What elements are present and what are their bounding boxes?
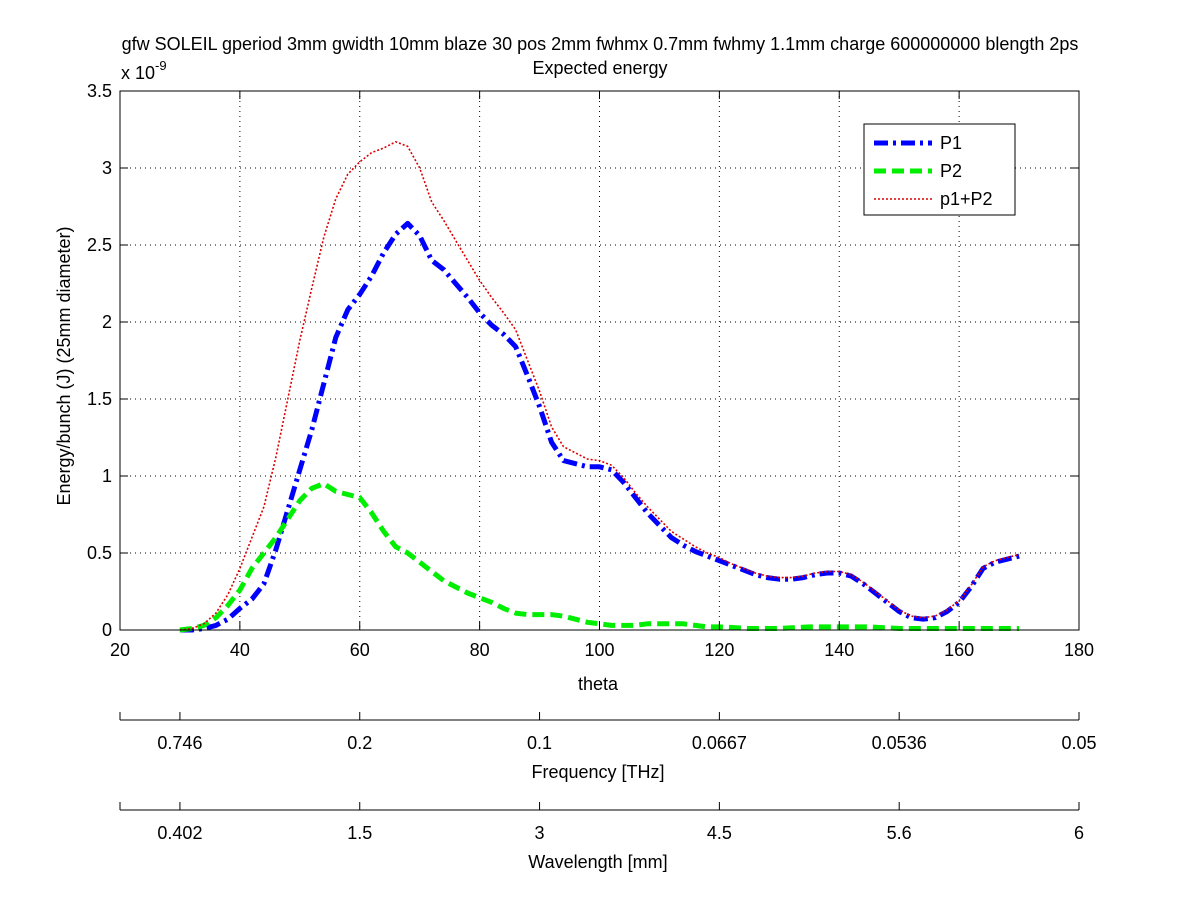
secondary-tick-label: 0.746 bbox=[157, 733, 202, 753]
y-exponent-label: x 10-9 bbox=[121, 58, 167, 83]
secondary-tick-label: 0.05 bbox=[1061, 733, 1096, 753]
secondary-tick-label: 0.402 bbox=[157, 823, 202, 843]
secondary-tick-label: 4.5 bbox=[707, 823, 732, 843]
y-tick-label: 0 bbox=[102, 620, 112, 640]
secondary-axis-label: Wavelength [mm] bbox=[528, 852, 667, 872]
y-exponent-power: -9 bbox=[155, 58, 167, 73]
secondary-tick-label: 5.6 bbox=[887, 823, 912, 843]
y-tick-label: 1.5 bbox=[87, 389, 112, 409]
x-axis-ticks: 20 40 60 80 100 120 140 160 180 bbox=[110, 91, 1094, 660]
legend-label: p1+P2 bbox=[940, 189, 993, 209]
x-tick-label: 180 bbox=[1064, 640, 1094, 660]
y-axis-ticks: 0 0.5 1 1.5 2 2.5 3 3.5 bbox=[87, 81, 1079, 640]
legend-label: P1 bbox=[940, 133, 962, 153]
x-tick-label: 160 bbox=[944, 640, 974, 660]
secondary-tick-label: 0.1 bbox=[527, 733, 552, 753]
series-line-p1-p2 bbox=[179, 141, 1020, 631]
chart-subtitle: Expected energy bbox=[532, 58, 667, 78]
y-tick-label: 0.5 bbox=[87, 543, 112, 563]
y-tick-label: 3.5 bbox=[87, 81, 112, 101]
secondary-axes: 0.746 0.2 0.1 0.0667 0.0536 0.05 Frequency [TH… bbox=[119, 712, 1097, 872]
x-tick-label: 80 bbox=[470, 640, 490, 660]
series-line-p2 bbox=[179, 481, 1020, 633]
y-tick-label: 1 bbox=[102, 466, 112, 486]
series-line-p1 bbox=[179, 220, 1020, 633]
secondary-tick-label: 0.0536 bbox=[872, 733, 927, 753]
y-tick-label: 3 bbox=[102, 158, 112, 178]
secondary-tick-label: 1.5 bbox=[347, 823, 372, 843]
legend: P1 P2 p1+P2 bbox=[863, 123, 1016, 216]
y-axis-label: Energy/bunch (J) (25mm diameter) bbox=[54, 226, 74, 505]
secondary-tick-label: 6 bbox=[1074, 823, 1084, 843]
chart-title: gfw SOLEIL gperiod 3mm gwidth 10mm blaze… bbox=[122, 34, 1079, 54]
y-exponent-base: x 10 bbox=[121, 63, 155, 83]
secondary-axis-label: Frequency [THz] bbox=[531, 762, 664, 782]
series-lines bbox=[179, 141, 1020, 633]
x-axis-label: theta bbox=[578, 674, 619, 694]
y-tick-label: 2.5 bbox=[87, 235, 112, 255]
legend-box bbox=[863, 123, 1016, 216]
x-tick-label: 120 bbox=[704, 640, 734, 660]
x-tick-label: 140 bbox=[824, 640, 854, 660]
legend-label: P2 bbox=[940, 161, 962, 181]
secondary-tick-label: 0.2 bbox=[347, 733, 372, 753]
secondary-tick-label: 3 bbox=[535, 823, 545, 843]
x-tick-label: 60 bbox=[350, 640, 370, 660]
y-tick-label: 2 bbox=[102, 312, 112, 332]
x-tick-label: 100 bbox=[584, 640, 614, 660]
x-tick-label: 40 bbox=[230, 640, 250, 660]
x-tick-label: 20 bbox=[110, 640, 130, 660]
secondary-tick-label: 0.0667 bbox=[692, 733, 747, 753]
